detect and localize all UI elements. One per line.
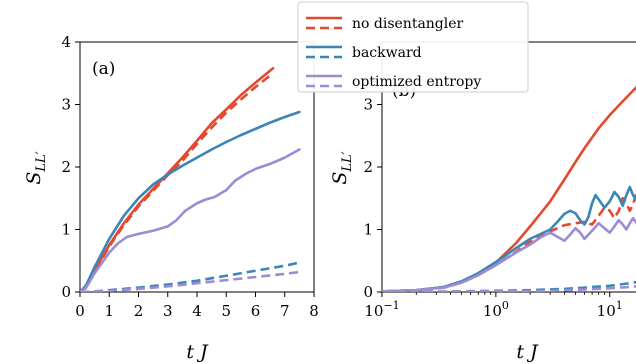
panel-b-ylabel: SLL′ bbox=[329, 151, 355, 184]
panel-b-xtick-label: 101 bbox=[597, 299, 623, 320]
panel-b-series-purple-solid bbox=[382, 216, 636, 292]
panel-a-ticks: 0 1 2 3 4 0 1 2 3 4 5 6 7 8 bbox=[61, 33, 318, 320]
panel-a-series-blue-solid bbox=[80, 110, 301, 292]
panel-b-ytick-label: 3 bbox=[363, 96, 373, 114]
legend-box bbox=[297, 1, 529, 93]
panel-a: 0 1 2 3 4 0 1 2 3 4 5 6 7 8 (a) t J SLL′ bbox=[23, 33, 319, 363]
panel-a-xtick-label: 1 bbox=[104, 302, 114, 320]
panel-a-ytick-label: 2 bbox=[61, 158, 71, 176]
panel-a-xlabel: t J bbox=[186, 341, 209, 363]
panel-a-xtick-label: 2 bbox=[134, 302, 144, 320]
panel-b-xtick-label: 100 bbox=[483, 299, 509, 320]
panel-a-xtick-label: 4 bbox=[192, 302, 202, 320]
panel-a-frame bbox=[79, 41, 315, 293]
panel-b-series-red-dashed bbox=[382, 193, 636, 292]
panel-b-series-purple-dashed bbox=[382, 285, 636, 292]
legend: no disentangler backward optimized entropy bbox=[297, 1, 529, 93]
panel-a-series-purple-dashed bbox=[80, 270, 300, 292]
panel-a-xtick-label: 8 bbox=[309, 302, 319, 320]
legend-label: no disentangler bbox=[352, 16, 464, 32]
panel-a-xtick-label: 5 bbox=[221, 302, 231, 320]
panel-a-ytick-label: 1 bbox=[61, 221, 71, 239]
panel-b-xlabel: t J bbox=[516, 341, 539, 363]
panel-b-ytick-label: 0 bbox=[363, 283, 373, 301]
panel-b-series bbox=[382, 85, 636, 292]
panel-a-series-purple-solid bbox=[80, 148, 301, 292]
panel-a-ytick-label: 4 bbox=[61, 33, 71, 51]
panel-b-ticks: 0 1 2 3 10−1 100 101 bbox=[363, 96, 623, 321]
panel-a-xtick-label: 7 bbox=[280, 302, 290, 320]
panel-a-xtick-label: 6 bbox=[251, 302, 261, 320]
panel-b-series-blue-solid bbox=[382, 185, 636, 292]
panel-b-ytick-label: 2 bbox=[363, 158, 373, 176]
legend-label: optimized entropy bbox=[352, 74, 481, 90]
panel-a-ytick-label: 3 bbox=[61, 96, 71, 114]
panel-a-series-red-solid bbox=[80, 66, 275, 292]
panel-a-ytick-label: 0 bbox=[61, 283, 71, 301]
panel-b-xtick-label: 10−1 bbox=[364, 299, 399, 320]
panel-a-series-red-dashed bbox=[80, 72, 274, 292]
panel-a-xtick-label: 0 bbox=[75, 302, 85, 320]
panel-b-ytick-label: 1 bbox=[363, 221, 373, 239]
panel-a-xtick-label: 3 bbox=[163, 302, 173, 320]
panel-a-ylabel: SLL′ bbox=[23, 151, 49, 184]
panel-a-series bbox=[80, 66, 301, 292]
legend-label: backward bbox=[352, 45, 422, 61]
panel-b-series-red-solid bbox=[382, 85, 636, 292]
panel-a-label: (a) bbox=[92, 59, 115, 79]
panel-a-series-blue-dashed bbox=[80, 261, 300, 292]
